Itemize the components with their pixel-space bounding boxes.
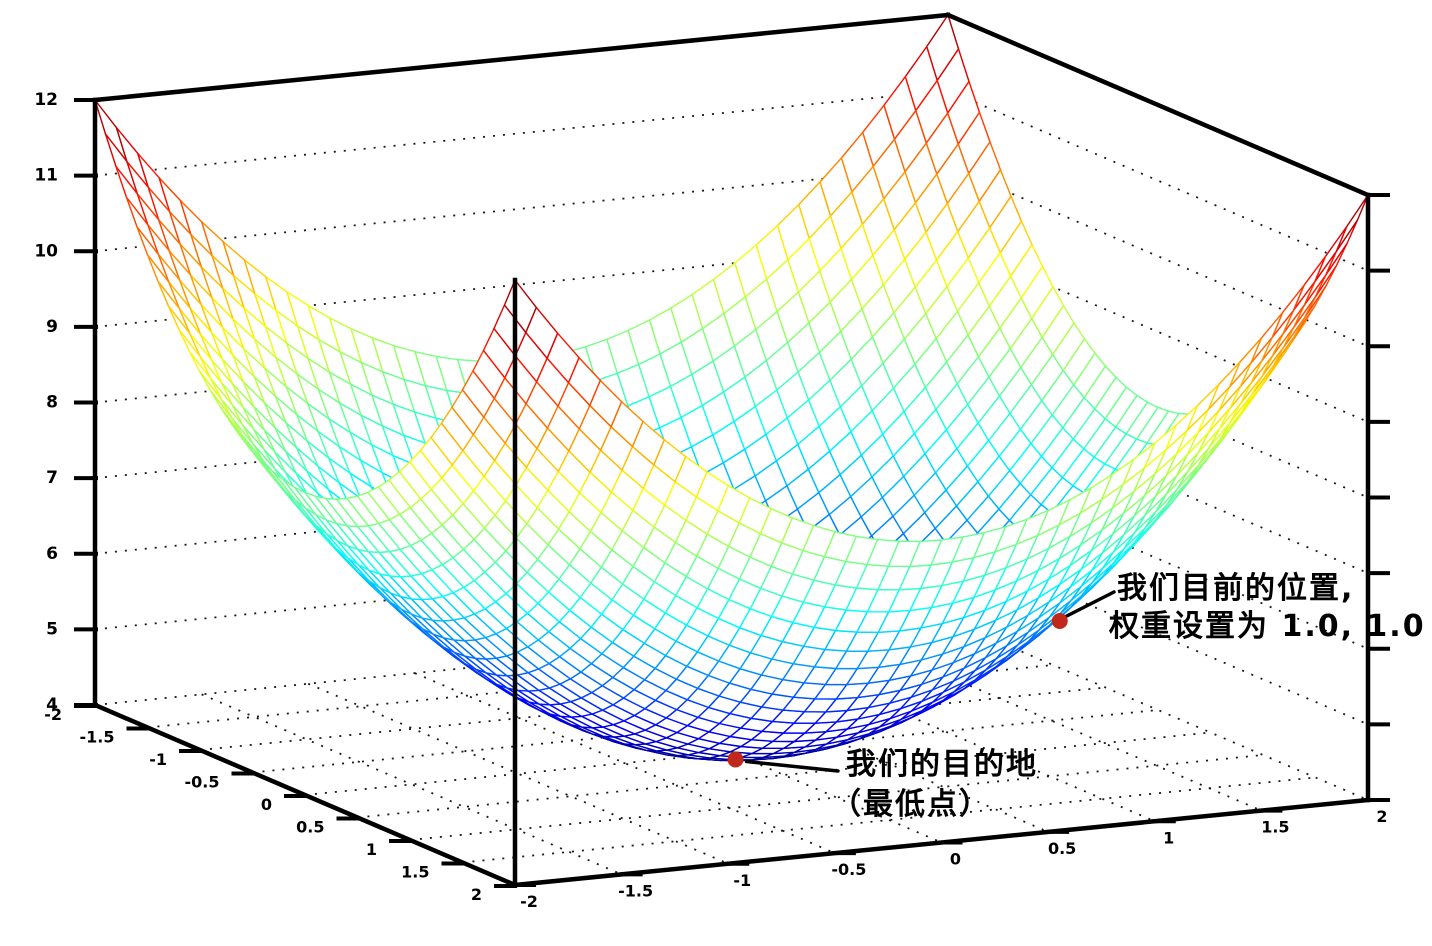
y-tick-label: 2 <box>1376 807 1387 826</box>
annotation-destination-line1: 我们的目的地 <box>846 747 1038 782</box>
y-tick-label: 0.5 <box>1048 839 1076 858</box>
y-tick-label: -0.5 <box>831 860 866 879</box>
annotation-current-position-line2: 权重设置为 1.0, 1.0 <box>1109 609 1426 644</box>
x-tick-label: 1.5 <box>401 863 429 882</box>
z-tick-label: 11 <box>34 166 58 186</box>
tick-marks <box>74 98 1390 888</box>
z-tick-label: 9 <box>46 317 58 337</box>
wireframe-surface <box>94 14 1369 762</box>
x-tick-label: 1 <box>366 840 377 859</box>
axes-frame-front <box>92 12 1371 888</box>
z-tick-label: 12 <box>34 90 58 110</box>
annotation-current-position-line1: 我们目前的位置, <box>1117 571 1355 606</box>
annotation-destination-line2: （最低点） <box>831 787 991 822</box>
x-tick-label: 0.5 <box>296 818 324 837</box>
marker-dot-current-position <box>1051 613 1068 629</box>
point-markers <box>727 590 1116 773</box>
x-tick-label: 0 <box>261 795 272 814</box>
x-tick-label: -0.5 <box>185 773 220 792</box>
marker-dot-destination <box>727 751 744 768</box>
z-tick-label: 7 <box>46 468 58 488</box>
x-tick-label: -1.5 <box>80 728 115 747</box>
y-tick-label: 1 <box>1163 828 1174 847</box>
x-tick-label: 2 <box>471 885 482 904</box>
x-tick-label: -2 <box>44 705 62 724</box>
z-tick-label: 8 <box>46 393 58 413</box>
z-tick-label: 5 <box>46 619 58 639</box>
y-tick-label: 1.5 <box>1261 818 1289 837</box>
x-tick-label: -1 <box>149 750 167 769</box>
y-tick-label: -1 <box>733 871 751 890</box>
leader-line-current-position <box>1065 590 1116 618</box>
leader-line-destination <box>744 759 840 773</box>
z-tick-label: 6 <box>46 544 58 564</box>
y-tick-label: -1.5 <box>618 881 653 900</box>
z-tick-label: 10 <box>34 241 58 261</box>
z-tick-label: 4 <box>46 695 58 715</box>
y-tick-label: 0 <box>950 850 961 869</box>
y-tick-label: -2 <box>520 892 538 911</box>
